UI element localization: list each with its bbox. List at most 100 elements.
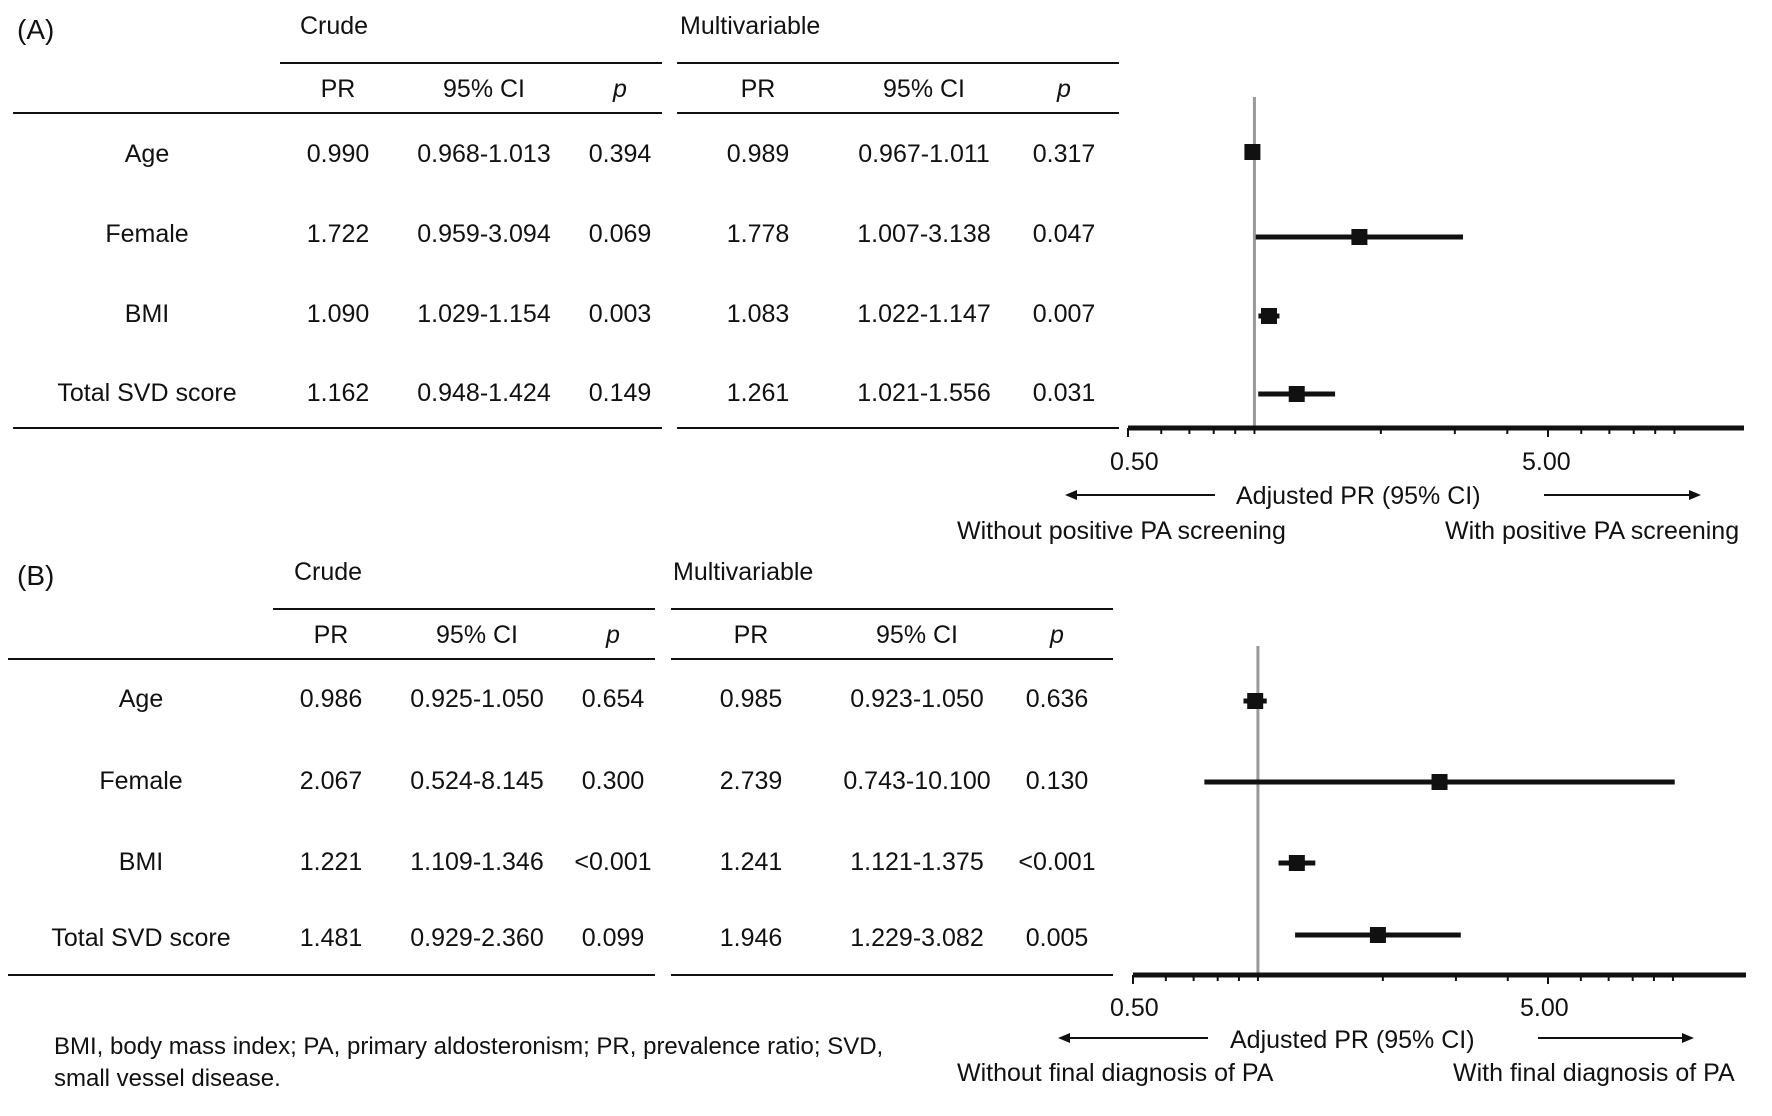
multi-p: 0.007 xyxy=(1032,300,1096,328)
multi-pr: 1.946 xyxy=(719,924,783,952)
crude-ci: 0.929-2.360 xyxy=(410,924,544,952)
axis-tick-high: 5.00 xyxy=(1520,994,1569,1022)
multi-ci: 0.967-1.011 xyxy=(858,140,990,168)
col-header-pr: PR xyxy=(733,621,769,649)
crude-ci: 1.029-1.154 xyxy=(417,300,551,328)
multi-p: 0.130 xyxy=(1025,767,1089,795)
axis-label: Adjusted PR (95% CI) xyxy=(1236,482,1481,510)
row-label: BMI xyxy=(124,300,170,328)
multivariable-group-header: Multivariable xyxy=(673,558,814,586)
row-label: BMI xyxy=(118,848,164,876)
left-arrowhead-icon xyxy=(1065,490,1077,500)
header-rule xyxy=(677,112,1119,114)
axis-right-text: With positive PA screening xyxy=(1445,517,1740,545)
crude-pr: 1.722 xyxy=(306,220,370,248)
point-estimate xyxy=(1288,855,1305,871)
axis-label: Adjusted PR (95% CI) xyxy=(1230,1026,1475,1054)
col-header-p: p xyxy=(1057,75,1071,103)
multi-p: <0.001 xyxy=(1018,848,1096,876)
group-divider xyxy=(280,62,662,64)
axis-right-text: With final diagnosis of PA xyxy=(1453,1059,1735,1087)
col-header-p: p xyxy=(613,75,627,103)
row-label: Age xyxy=(118,685,164,713)
direction-arrows xyxy=(1065,490,1701,500)
crude-ci: 0.948-1.424 xyxy=(417,379,551,407)
row-label: Total SVD score xyxy=(51,924,231,952)
direction-arrows xyxy=(1058,1033,1694,1043)
row-label: Female xyxy=(105,220,189,248)
multi-pr: 0.985 xyxy=(719,685,783,713)
crude-p: 0.003 xyxy=(588,300,652,328)
footnote: BMI, body mass index; PA, primary aldost… xyxy=(54,1033,884,1092)
crude-p: 0.149 xyxy=(588,379,652,407)
col-header-ci: 95% CI xyxy=(876,621,958,649)
col-header-ci: 95% CI xyxy=(436,621,518,649)
multi-p: 0.047 xyxy=(1032,220,1096,248)
crude-pr: 1.481 xyxy=(299,924,363,952)
multi-ci: 0.743-10.100 xyxy=(843,767,991,795)
multi-p: 0.317 xyxy=(1032,140,1096,168)
col-header-ci: 95% CI xyxy=(883,75,965,103)
row-label: Total SVD score xyxy=(57,379,237,407)
bottom-rule xyxy=(13,427,662,429)
header-rule xyxy=(671,658,1113,660)
multi-p: 0.005 xyxy=(1025,924,1089,952)
axis-tick-high: 5.00 xyxy=(1522,448,1571,476)
row-label: Female xyxy=(99,767,183,795)
col-header-p: p xyxy=(1050,621,1064,649)
crude-p: 0.654 xyxy=(581,685,645,713)
multi-ci: 1.121-1.375 xyxy=(850,848,984,876)
header-rule xyxy=(13,112,662,114)
crude-pr: 1.162 xyxy=(306,379,370,407)
crude-p: <0.001 xyxy=(574,848,652,876)
group-divider xyxy=(677,62,1119,64)
crude-p: 0.069 xyxy=(588,220,652,248)
crude-pr: 0.990 xyxy=(306,140,370,168)
bottom-rule xyxy=(8,974,655,976)
crude-p: 0.300 xyxy=(581,767,645,795)
point-estimate xyxy=(1260,308,1277,324)
crude-group-header: Crude xyxy=(294,558,363,586)
multi-p: 0.636 xyxy=(1025,685,1089,713)
crude-pr: 1.221 xyxy=(299,848,363,876)
crude-p: 0.099 xyxy=(581,924,645,952)
crude-ci: 0.524-8.145 xyxy=(410,767,544,795)
multi-pr: 1.083 xyxy=(726,300,790,328)
row-label: Age xyxy=(124,140,170,168)
multi-ci: 1.229-3.082 xyxy=(850,924,984,952)
col-header-pr: PR xyxy=(320,75,356,103)
group-divider xyxy=(273,608,655,610)
point-estimate xyxy=(1288,386,1305,402)
multi-ci: 1.007-3.138 xyxy=(857,220,991,248)
axis-tick-low: 0.50 xyxy=(1110,448,1159,476)
forest-marks xyxy=(1204,693,1675,943)
multi-pr: 1.241 xyxy=(719,848,783,876)
multi-pr: 2.739 xyxy=(719,767,783,795)
panel-label: (A) xyxy=(17,14,55,45)
left-arrowhead-icon xyxy=(1058,1033,1070,1043)
col-header-pr: PR xyxy=(313,621,349,649)
multivariable-group-header: Multivariable xyxy=(680,12,821,40)
bottom-rule xyxy=(677,427,1119,429)
crude-group-header: Crude xyxy=(300,12,369,40)
crude-ci: 1.109-1.346 xyxy=(410,848,544,876)
multi-pr: 1.261 xyxy=(726,379,790,407)
point-estimate xyxy=(1247,693,1264,709)
right-arrowhead-icon xyxy=(1689,490,1701,500)
axis-left-text: Without positive PA screening xyxy=(957,517,1286,545)
col-header-pr: PR xyxy=(740,75,776,103)
point-estimate xyxy=(1351,229,1368,245)
bottom-rule xyxy=(671,974,1113,976)
crude-pr: 2.067 xyxy=(299,767,363,795)
forest-marks xyxy=(1244,144,1464,402)
panel-label: (B) xyxy=(17,560,55,591)
multi-ci: 1.022-1.147 xyxy=(857,300,991,328)
multi-pr: 1.778 xyxy=(726,220,790,248)
header-rule xyxy=(8,658,655,660)
multi-pr: 0.989 xyxy=(726,140,790,168)
group-divider xyxy=(671,608,1113,610)
point-estimate xyxy=(1431,774,1448,790)
crude-p: 0.394 xyxy=(588,140,652,168)
